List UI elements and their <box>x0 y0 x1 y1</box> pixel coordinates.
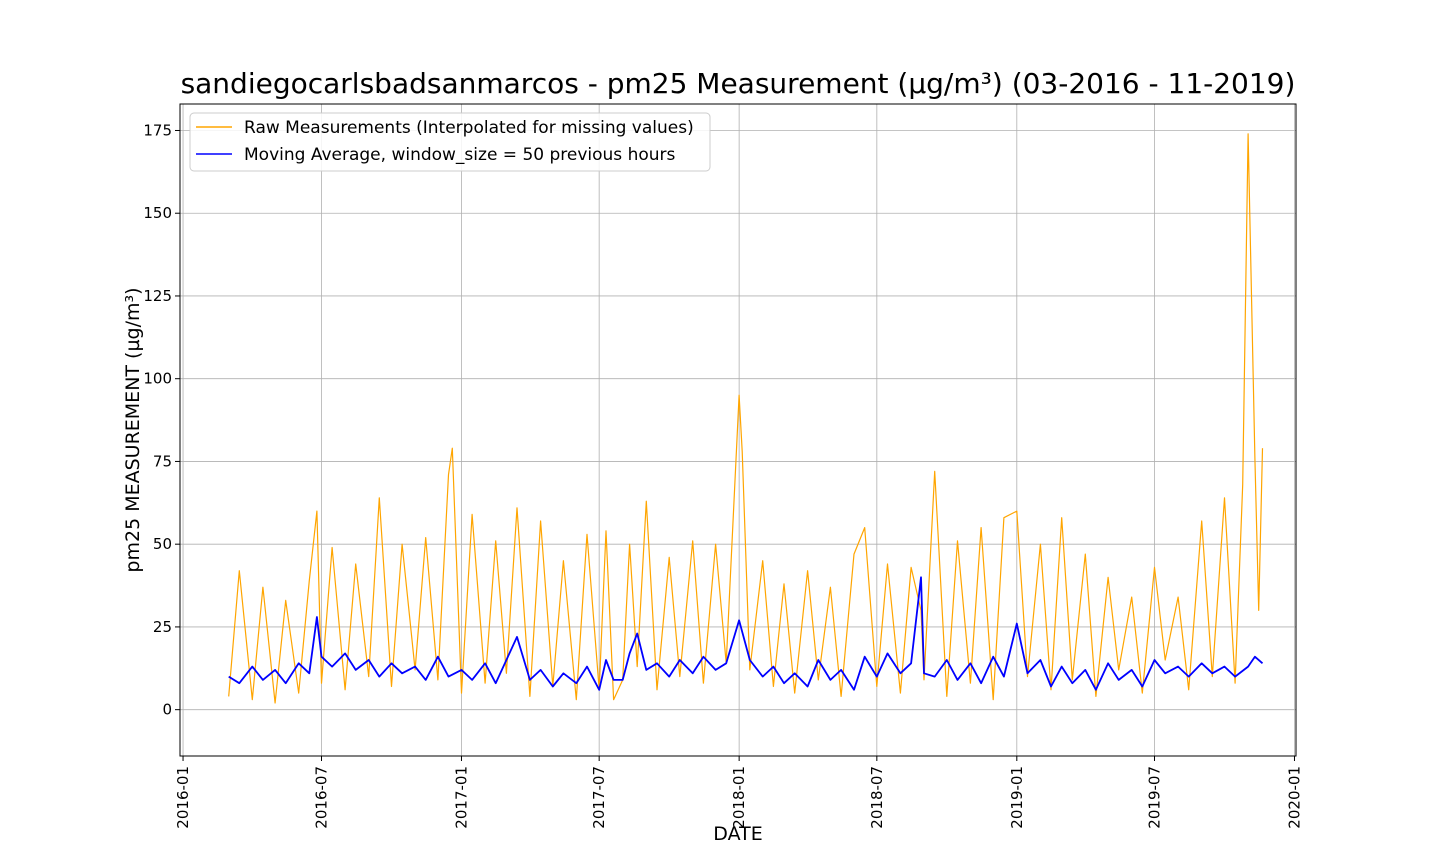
y-tick-label: 25 <box>153 618 172 636</box>
series-line-moving-average <box>228 576 1264 691</box>
y-tick-label: 75 <box>153 452 172 470</box>
x-tick-label: 2016-07 <box>312 766 330 829</box>
y-axis: 0 25 50 75 100 125 150 175 <box>143 121 180 719</box>
x-tick-label: 2020-01 <box>1285 766 1303 829</box>
grid <box>180 104 1296 756</box>
series-line-raw <box>228 133 1264 704</box>
x-tick-label: 2018-01 <box>730 766 748 829</box>
y-tick-label: 175 <box>143 121 172 139</box>
x-tick-label: 2018-07 <box>868 766 886 829</box>
chart-title: sandiegocarlsbadsanmarcos - pm25 Measure… <box>181 67 1296 100</box>
series-layer <box>228 133 1264 704</box>
y-tick-label: 150 <box>143 204 172 222</box>
x-tick-label: 2017-01 <box>452 766 470 829</box>
x-tick-label: 2016-01 <box>174 766 192 829</box>
y-tick-label: 0 <box>162 701 172 719</box>
legend: Raw Measurements (Interpolated for missi… <box>189 112 711 172</box>
x-tick-label: 2019-01 <box>1008 766 1026 829</box>
y-tick-label: 125 <box>143 287 172 305</box>
x-tick-label: 2017-07 <box>590 766 608 829</box>
x-tick-label: 2019-07 <box>1146 766 1164 829</box>
plot-frame <box>179 103 1297 757</box>
legend-label-ma: Moving Average, window_size = 50 previou… <box>244 145 676 165</box>
x-axis: 2016-01 2016-07 2017-01 2017-07 2018-01 2018-… <box>174 756 1303 829</box>
y-tick-label: 50 <box>153 535 172 553</box>
y-axis-label: pm25 MEASUREMENT (µg/m³) <box>122 287 144 572</box>
legend-box <box>189 112 711 172</box>
x-axis-label: DATE <box>713 823 762 845</box>
legend-label-raw: Raw Measurements (Interpolated for missi… <box>244 118 694 138</box>
y-tick-label: 100 <box>143 370 172 388</box>
